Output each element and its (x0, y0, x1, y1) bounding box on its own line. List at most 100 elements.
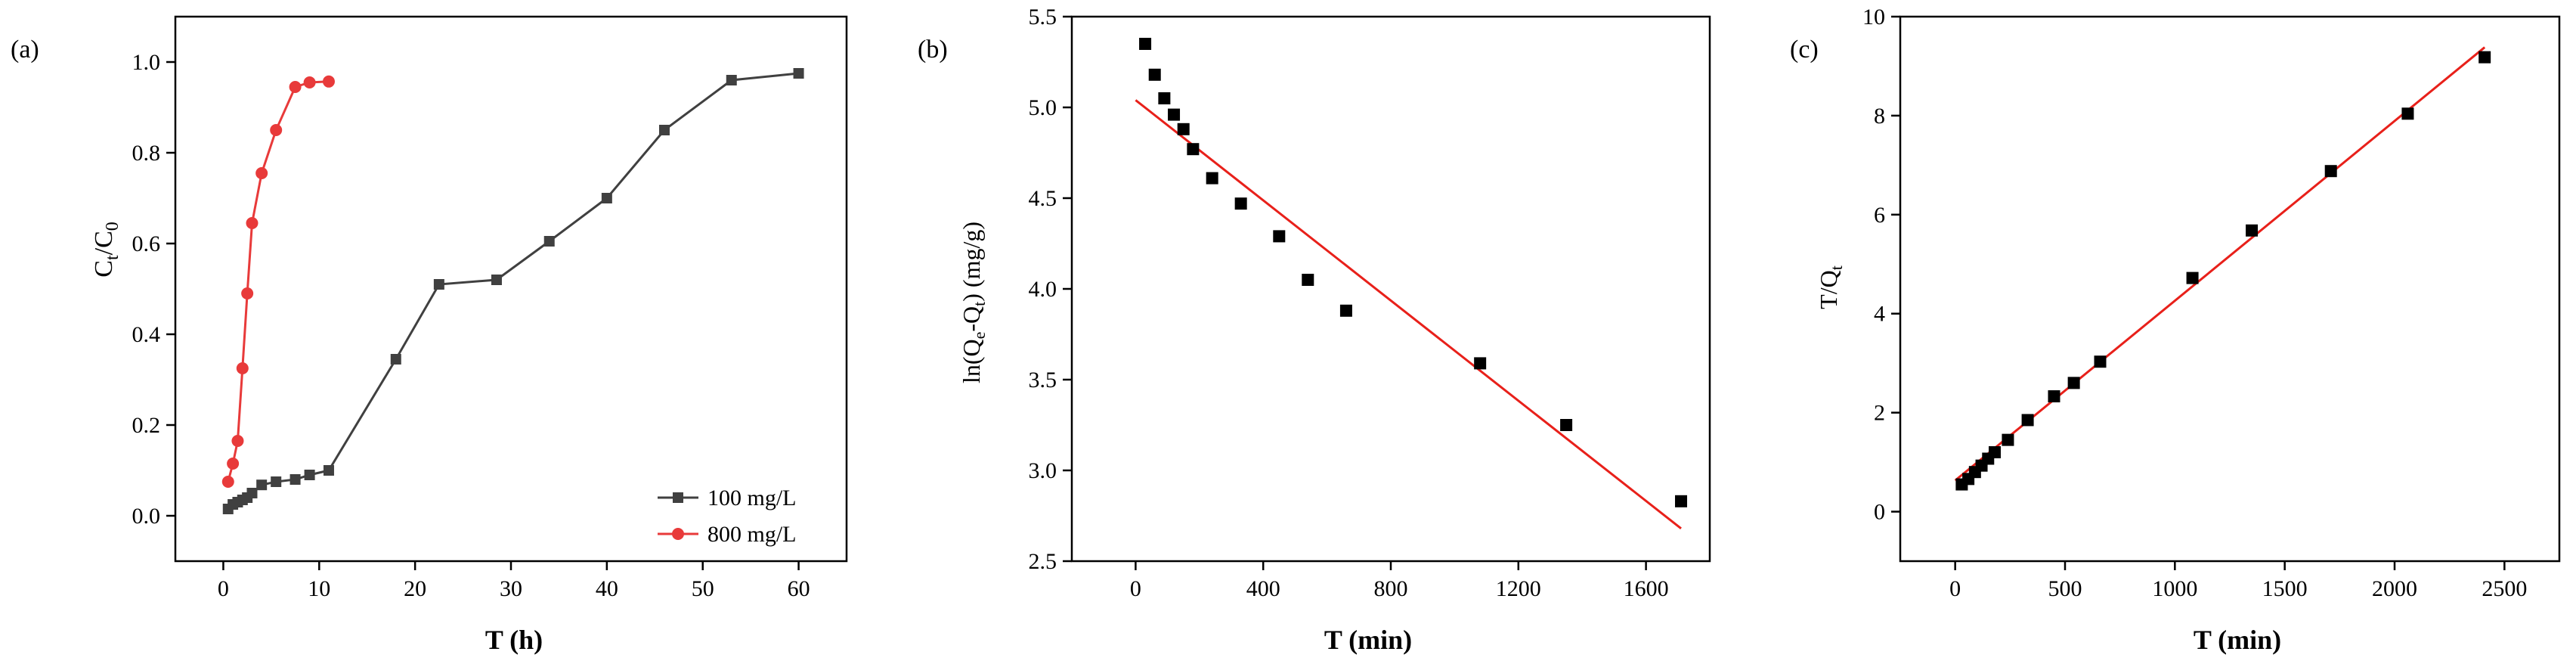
data-point (304, 470, 315, 480)
y-tick-label: 0 (1874, 500, 1885, 525)
y-tick-label: 3.5 (1029, 368, 1057, 393)
x-tick-label: 50 (692, 576, 714, 601)
y-tick-label: 1.0 (132, 50, 161, 75)
data-point (1560, 419, 1573, 431)
y-axis-title: ln(Qe-Qt) (mg/g) (958, 222, 989, 383)
data-point (1206, 172, 1218, 185)
panel-b: (b) 0 400 800 1200 1600 2.5 3.0 3.5 4.0 4.5 5.0 5.5… (918, 5, 1711, 655)
y-tick-label: 0.6 (132, 231, 161, 256)
data-point (1988, 446, 2001, 458)
x-tick-label: 2000 (2372, 576, 2417, 601)
data-point (270, 124, 283, 136)
data-point (390, 354, 401, 365)
x-tick-label: 40 (596, 576, 618, 601)
data-point (1474, 357, 1487, 370)
y-tick-label: 8 (1874, 104, 1885, 129)
x-tick-label: 2500 (2482, 576, 2527, 601)
data-point (323, 465, 334, 476)
data-point (2048, 390, 2060, 403)
fit-line (1954, 46, 2486, 482)
data-point (658, 125, 670, 135)
y-tick-label: 4.5 (1029, 186, 1057, 211)
data-point (1168, 108, 1181, 121)
data-point (543, 236, 555, 247)
panel-a: (a) 0 10 20 30 40 50 60 0.0 0.2 0.4 0.6 0.8 1.0 T (h… (11, 15, 848, 655)
data-point (2246, 224, 2259, 237)
data-point (1148, 68, 1161, 81)
x-axis-title: T (min) (1324, 625, 1412, 655)
legend-label: 100 mg/L (707, 486, 797, 510)
y-tick-label: 0.4 (132, 322, 161, 347)
y-tick-label: 4 (1874, 302, 1885, 327)
data-point (1302, 274, 1314, 286)
data-point (255, 167, 268, 179)
data-point (1339, 304, 1352, 317)
data-point (2324, 165, 2337, 178)
panel-label: (c) (1790, 36, 1819, 64)
data-point (289, 81, 302, 93)
data-point (221, 476, 234, 488)
legend-item-100: 100 mg/L (658, 486, 797, 510)
data-point (246, 488, 258, 498)
y-tick-label: 4.0 (1029, 277, 1057, 302)
x-tick-label: 400 (1246, 576, 1280, 601)
data-point (2186, 271, 2199, 284)
x-tick-label: 0 (218, 576, 229, 601)
plot-frame (1899, 15, 2561, 563)
x-tick-label: 0 (1130, 576, 1141, 601)
y-tick-label: 6 (1874, 203, 1885, 228)
x-tick-label: 1200 (1496, 576, 1541, 601)
data-point (1187, 143, 1200, 156)
data-point (271, 476, 282, 487)
data-point (227, 458, 240, 470)
x-tick-label: 800 (1374, 576, 1408, 601)
legend: 100 mg/L 800 mg/L (642, 470, 824, 554)
y-axis-title: T/Qt (1815, 265, 1846, 309)
y-tick-label: 0.8 (132, 141, 161, 166)
legend-item-800: 800 mg/L (658, 522, 797, 547)
x-tick-label: 1600 (1624, 576, 1669, 601)
x-tick-label: 10 (308, 576, 330, 601)
y-tick-label: 2 (1874, 401, 1885, 426)
y-tick-label: 5.0 (1029, 95, 1057, 120)
legend-label: 800 mg/L (707, 522, 797, 547)
data-point (241, 287, 254, 299)
x-tick-label: 0 (1949, 576, 1961, 601)
data-point (2002, 433, 2014, 446)
data-point (491, 275, 502, 285)
data-point (289, 474, 301, 485)
data-point (433, 279, 444, 290)
y-tick-label: 0.0 (132, 504, 161, 529)
y-tick-label: 10 (1862, 5, 1885, 29)
y-tick-label: 0.2 (132, 413, 161, 438)
data-point (1158, 92, 1171, 104)
y-tick-label: 3.0 (1029, 458, 1057, 483)
x-tick-label: 1000 (2152, 576, 2197, 601)
data-point (2021, 414, 2034, 427)
data-point (2478, 51, 2491, 64)
fit-line (1135, 99, 1682, 529)
x-tick-label: 60 (788, 576, 810, 601)
data-point (1234, 197, 1247, 210)
data-point (236, 362, 249, 374)
panel-label: (b) (918, 36, 948, 64)
data-point (231, 435, 244, 447)
y-axis-title: Ct/C0 (90, 222, 122, 277)
data-point (1675, 495, 1688, 507)
x-tick-label: 500 (2048, 576, 2082, 601)
x-axis-title: T (min) (2194, 625, 2281, 655)
data-point (1139, 38, 1152, 50)
data-point (322, 75, 335, 88)
data-point (601, 193, 612, 203)
x-tick-label: 30 (500, 576, 522, 601)
data-point (1177, 123, 1190, 135)
panel-label: (a) (11, 36, 39, 64)
x-axis-title: T (h) (485, 625, 543, 655)
data-point (246, 217, 259, 229)
data-point (2094, 355, 2107, 368)
x-tick-label: 1500 (2262, 576, 2308, 601)
y-tick-label: 5.5 (1029, 5, 1057, 29)
data-point (256, 479, 268, 491)
